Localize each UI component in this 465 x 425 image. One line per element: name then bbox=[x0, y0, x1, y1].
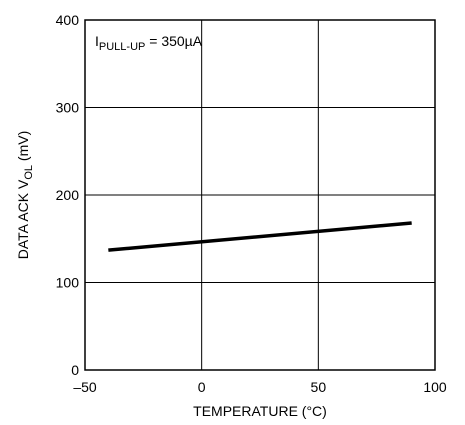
annotation-rest: = 350µA bbox=[145, 33, 202, 49]
y-tick-labels: 0 100 200 300 400 bbox=[56, 12, 80, 378]
x-tick-label: 0 bbox=[198, 379, 206, 395]
x-tick-label: –50 bbox=[73, 379, 97, 395]
pullup-annotation: IPULL-UP = 350µA bbox=[95, 33, 203, 53]
y-tick-label: 300 bbox=[56, 100, 80, 116]
y-axis-label: DATA ACK VOL (mV) bbox=[15, 131, 35, 260]
x-tick-label: 50 bbox=[311, 379, 327, 395]
y-tick-label: 0 bbox=[71, 362, 79, 378]
y-axis-label-unit: (mV) bbox=[15, 131, 31, 165]
annotation-sub: PULL-UP bbox=[99, 41, 145, 53]
y-tick-label: 100 bbox=[56, 275, 80, 291]
series-group bbox=[108, 221, 412, 252]
x-tick-label: 100 bbox=[423, 379, 447, 395]
y-tick-label: 200 bbox=[56, 187, 80, 203]
plot-frame bbox=[84, 19, 436, 371]
x-axis-label: TEMPERATURE (°C) bbox=[193, 403, 327, 419]
y-tick-label: 400 bbox=[56, 12, 80, 28]
y-axis-label-sub: OL bbox=[23, 165, 35, 180]
grid-lines bbox=[85, 20, 435, 370]
x-tick-labels: –50 0 50 100 bbox=[73, 379, 447, 395]
annotation-main: I bbox=[95, 33, 99, 49]
y-axis-label-main: DATA ACK V bbox=[15, 179, 31, 259]
series-line-0 bbox=[108, 221, 412, 252]
